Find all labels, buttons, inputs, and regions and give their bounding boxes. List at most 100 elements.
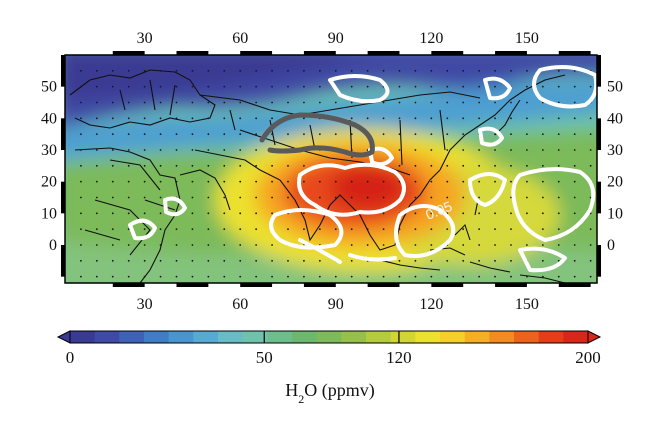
grid-dot — [127, 164, 130, 167]
frame-bar-top — [367, 51, 400, 55]
grid-dot — [414, 212, 417, 215]
grid-dot — [111, 133, 114, 136]
grid-dot — [541, 212, 544, 215]
grid-dot — [175, 259, 178, 262]
grid-dot — [207, 117, 210, 120]
grid-dot — [541, 117, 544, 120]
frame-bar-top — [431, 51, 464, 55]
grid-dot — [127, 228, 130, 231]
grid-dot — [382, 133, 385, 136]
grid-dot — [143, 259, 146, 262]
grid-dot — [382, 228, 385, 231]
grid-dot — [80, 212, 82, 215]
grid-dot — [541, 85, 544, 88]
grid-dot — [526, 117, 528, 120]
grid-dot — [255, 117, 258, 120]
colorbar: 0 50 120 200 — [56, 330, 602, 367]
grid-dot — [175, 69, 178, 72]
grid-dot — [111, 69, 114, 72]
grid-dot — [159, 180, 162, 183]
grid-dot — [303, 117, 305, 120]
grid-dot — [95, 117, 98, 120]
grid-dot — [589, 275, 592, 278]
map-frame-ticks — [61, 51, 601, 287]
grid-dot — [526, 69, 528, 72]
grid-dot — [398, 164, 401, 167]
grid-dot — [366, 117, 369, 120]
grid-dot — [143, 117, 146, 120]
grid-dot — [175, 180, 178, 183]
grid-dot — [414, 259, 417, 262]
grid-dot — [111, 275, 114, 278]
grid-dot — [287, 275, 289, 278]
grid-dot — [382, 212, 385, 215]
grid-dot — [95, 133, 98, 136]
grid-dot — [589, 196, 592, 199]
grid-dot — [526, 180, 528, 183]
grid-dot — [366, 244, 369, 246]
grid-dot — [143, 275, 146, 278]
grid-dot — [526, 149, 528, 151]
grid-dot — [398, 101, 401, 104]
grid-dot — [398, 259, 401, 262]
grid-dot — [239, 69, 242, 72]
grid-dot — [159, 196, 162, 199]
grid-dot — [414, 164, 417, 167]
frame-bar-top — [495, 51, 527, 55]
contour-white — [128, 64, 597, 273]
grid-dot — [175, 244, 178, 246]
frame-bar-top — [558, 51, 591, 55]
x-tick-label-top: 150 — [515, 30, 539, 47]
grid-dot — [143, 101, 146, 104]
grid-dot — [223, 101, 226, 104]
x-tick-label-bottom: 120 — [419, 296, 443, 313]
grid-dot — [207, 259, 210, 262]
grid-dot — [430, 164, 433, 167]
grid-dot — [526, 212, 528, 215]
grid-dot — [494, 164, 496, 167]
grid-dot — [589, 244, 592, 246]
frame-bar-left — [61, 55, 65, 87]
grid-dot — [589, 259, 592, 262]
grid-dot — [494, 244, 496, 246]
grid-dot — [478, 164, 481, 167]
grid-dot — [127, 196, 130, 199]
grid-dot — [143, 244, 146, 246]
grid-dot — [239, 212, 242, 215]
grid-dot — [334, 69, 337, 72]
grid-dot — [111, 149, 114, 151]
grid-dot — [191, 164, 194, 167]
grid-dot — [255, 133, 258, 136]
grid-dot — [143, 180, 146, 183]
grid-dot — [223, 85, 226, 88]
grid-dot — [557, 244, 560, 246]
grid-dot — [462, 164, 465, 167]
grid-dot — [239, 133, 242, 136]
grid-dot — [589, 149, 592, 151]
grid-dot — [573, 212, 576, 215]
grid-dot — [541, 149, 544, 151]
grid-dot — [191, 244, 194, 246]
colorbar-arrow-max — [587, 330, 602, 344]
grid-dot — [303, 101, 305, 104]
colorbar-segment — [144, 331, 170, 343]
grid-dot — [255, 259, 258, 262]
grid-dot — [191, 275, 194, 278]
grid-dot — [510, 259, 512, 262]
grid-dot — [271, 196, 273, 199]
x-tick-label-bottom: 30 — [137, 296, 153, 313]
grid-dot — [207, 149, 210, 151]
grid-dot — [143, 85, 146, 88]
grid-dot — [95, 259, 98, 262]
x-tick-label-top: 30 — [137, 30, 153, 47]
frame-bar-right — [597, 245, 601, 277]
grid-dot — [589, 164, 592, 167]
grid-dot — [430, 133, 433, 136]
grid-dot — [462, 244, 465, 246]
grid-dot — [573, 164, 576, 167]
grid-dot — [191, 259, 194, 262]
grid-dot — [255, 228, 258, 231]
grid-dot — [573, 133, 576, 136]
x-tick-label-top: 120 — [419, 30, 443, 47]
map-frame — [64, 54, 598, 284]
